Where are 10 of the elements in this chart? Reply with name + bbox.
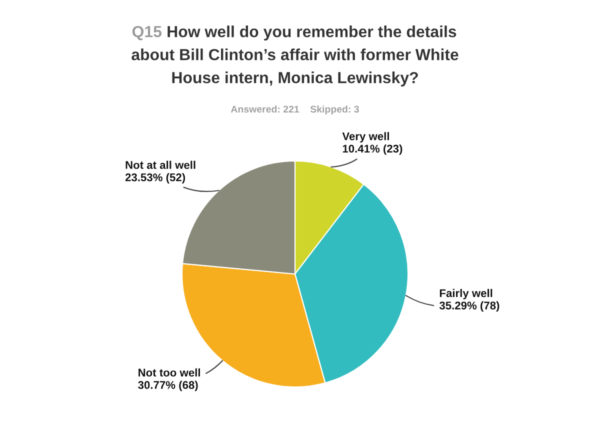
slice-label: Very well xyxy=(342,132,389,142)
slice-label: Not too well xyxy=(138,368,200,377)
data-label: 23.53% (52) xyxy=(125,173,186,184)
slice-label: Not at all well xyxy=(126,160,196,169)
data-label: 30.77% (68) xyxy=(138,380,198,392)
data-label: 35.29% (78) xyxy=(439,301,500,312)
chart-title: Q15 How well do you remember the details about Bill Clinton’s affair with former White House intern, Monica Lewinsky? xyxy=(132,26,458,86)
chart-subtitle: Answered: 221 Skipped: 3 xyxy=(230,105,359,115)
data-label: 10.41% (23) xyxy=(342,144,402,155)
slice-label: Fairly well xyxy=(440,288,492,300)
